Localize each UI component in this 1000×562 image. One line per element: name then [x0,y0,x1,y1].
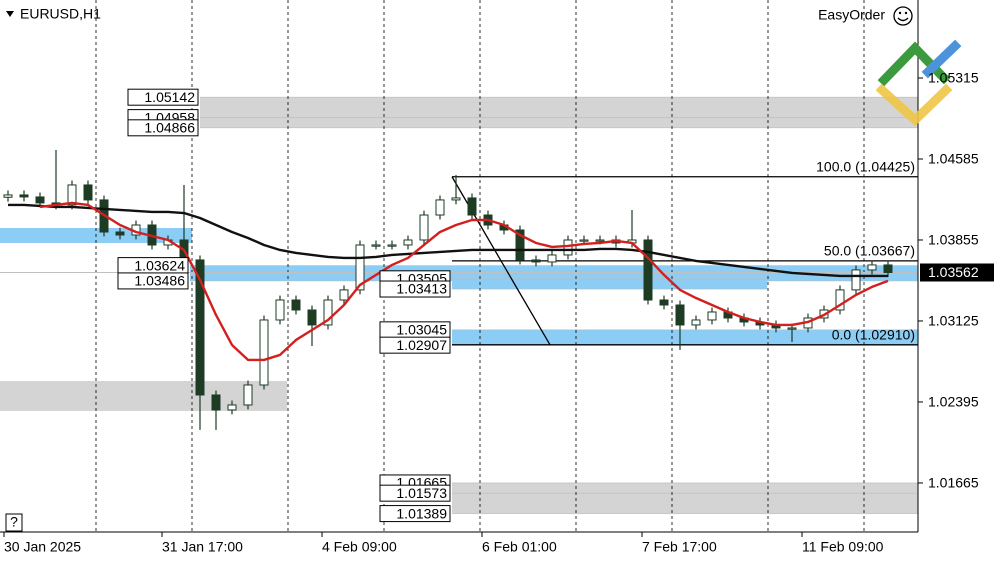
candle-body [435,199,445,216]
brand[interactable]: EasyOrder [818,7,885,23]
candle-body [659,299,669,306]
candle-body [579,239,589,242]
candle-body [307,309,317,326]
candle-body [115,231,125,236]
candle-body [355,244,365,291]
x-tick-label: 31 Jan 17:00 [162,539,243,555]
candle-body [243,384,253,406]
zone [0,380,288,411]
y-tick-label: 1.03125 [928,313,979,329]
zone-label-box [379,280,451,298]
candle-body [787,327,797,330]
candle-body [531,259,541,263]
candle-body [19,194,29,198]
candle-body [339,289,349,301]
y-tick-label: 1.05315 [928,70,979,86]
candle-body [707,311,717,321]
candle-body [675,304,685,326]
candle-body [403,239,413,246]
help-button[interactable] [5,513,23,532]
candle-body [259,319,269,386]
logo [875,39,962,127]
candle-body [643,239,653,301]
x-tick-label: 4 Feb 09:00 [322,539,397,555]
zone-label: 1.05142 [144,89,195,105]
candle-body [275,299,285,321]
price-tag [920,263,994,282]
candle-body [83,184,93,201]
moving-average [39,201,889,362]
chart-title: EURUSD,H1 [20,6,101,22]
zone-label: 1.01573 [396,485,447,501]
candle-body [851,269,861,291]
candle-body [595,239,605,242]
help-label[interactable]: ? [10,514,18,530]
zone-label: 1.04866 [144,120,195,136]
candle-body [67,184,77,206]
zone-label-box [127,88,199,106]
zone-label: 1.02907 [396,337,447,353]
candle-body [691,319,701,326]
candle-body [35,196,45,204]
candle-body [227,404,237,411]
y-tick-label: 1.01665 [928,475,979,491]
candle-body [467,197,477,216]
candle-body [195,259,205,396]
zone [452,278,768,290]
zone [200,97,918,128]
candle-body [323,299,333,326]
zone-label-box [379,505,451,523]
menu-arrow[interactable] [6,11,14,17]
y-tick-label: 1.02395 [928,394,979,410]
zone-label: 1.01389 [396,505,447,521]
candle-body [419,214,429,241]
candle-body [515,229,525,261]
price-tag-label: 1.03562 [928,264,979,280]
fib-label: 100.0 (1.04425) [816,158,915,174]
fib-label: 50.0 (1.03667) [824,243,915,259]
candle-body [3,194,13,198]
candle-body [563,239,573,256]
zone-label: 1.03624 [134,257,185,273]
moving-average [8,203,888,278]
x-tick-label: 6 Feb 01:00 [482,539,557,555]
zone-label: 1.03045 [396,322,447,338]
x-tick-label: 30 Jan 2025 [4,539,81,555]
candle-body [371,244,381,247]
zone-label-box [379,484,451,502]
y-tick-label: 1.03855 [928,232,979,248]
fib-label: 0.0 (1.02910) [832,327,915,343]
plot-layer: 100.0 (1.04425) 50.0 (1.03667) 0.0 (1.0291… [0,0,918,532]
candle-body [835,289,845,311]
candle-body [451,197,461,201]
zone-label: 1.03413 [396,281,447,297]
zone-label-box [127,119,199,137]
candle-body [291,299,301,311]
x-tick-label: 11 Feb 09:00 [802,539,884,555]
x-tick-label: 7 Feb 17:00 [642,539,717,555]
zone-label-box [117,272,189,290]
y-tick-label: 1.04585 [928,151,979,167]
candle-body [211,394,221,411]
smiley[interactable] [893,6,913,26]
candle-body [547,254,557,263]
zone-label: 1.03486 [134,273,185,289]
zone-label-box [379,336,451,354]
candle-body [883,264,893,273]
zone [452,482,918,514]
candle-body [387,244,397,247]
candle-body [867,264,877,271]
zone [452,329,918,346]
